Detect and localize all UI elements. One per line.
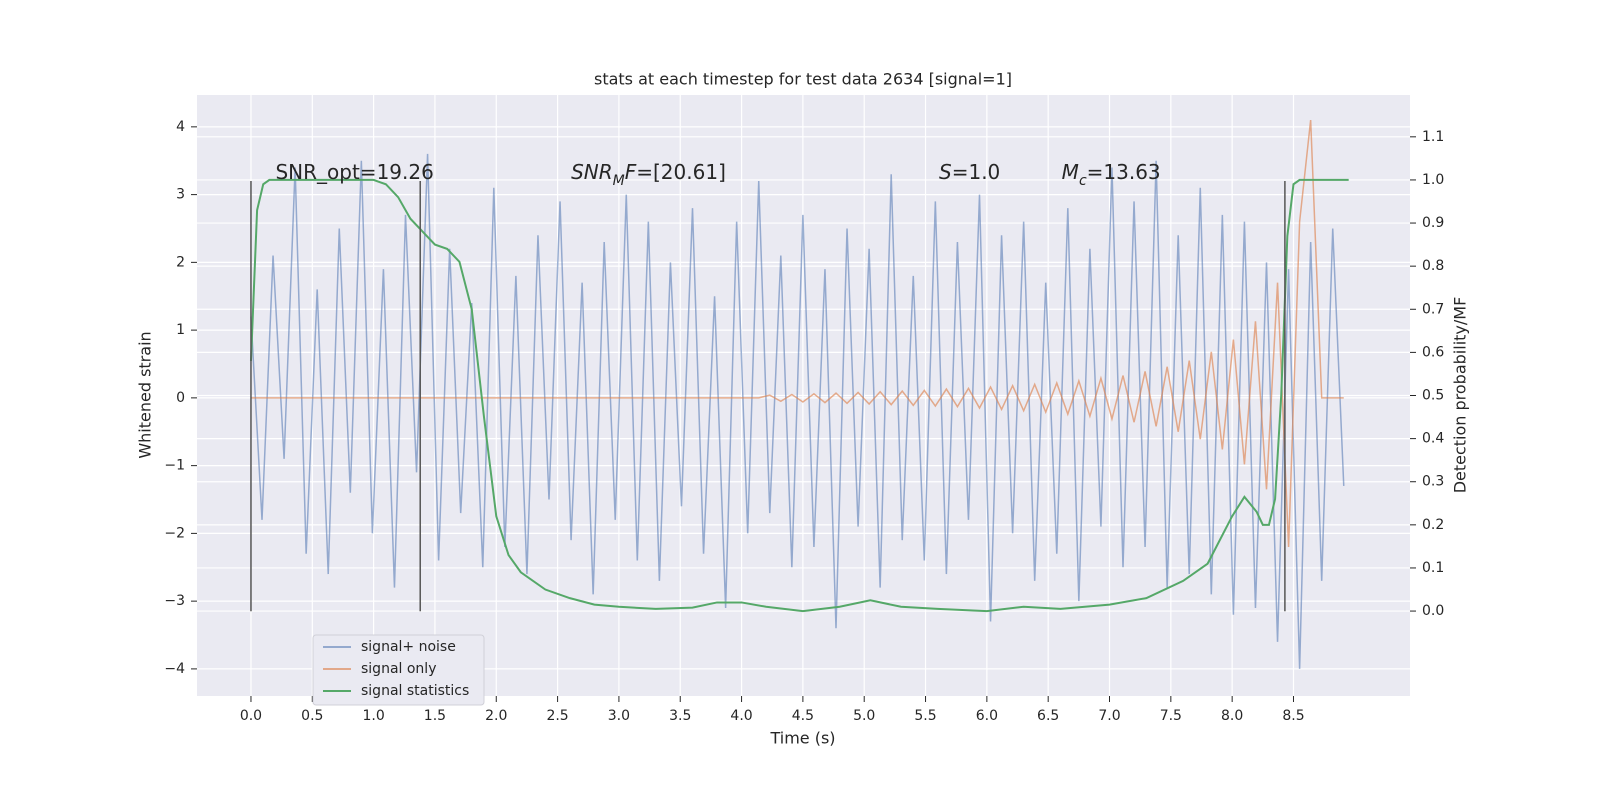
x-tick-label: 6.5 xyxy=(1037,708,1059,724)
legend-label: signal+ noise xyxy=(361,639,456,655)
annotation-part: =1.0 xyxy=(952,159,1001,183)
x-tick-label: 6.0 xyxy=(976,708,998,724)
y-tick-label: 4 xyxy=(176,119,185,135)
x-tick-label: 4.5 xyxy=(792,708,814,724)
x-tick-label: 0.0 xyxy=(240,708,262,724)
annotation-part: F xyxy=(625,159,637,183)
series-line xyxy=(249,178,1349,613)
x-tick-label: 2.5 xyxy=(546,708,568,724)
x-tick-label: 1.0 xyxy=(362,708,384,724)
x-tick-label: 7.5 xyxy=(1160,708,1182,724)
x-tick-label: 3.5 xyxy=(669,708,691,724)
y-tick-label: −2 xyxy=(164,525,185,541)
x-tick-label: 5.5 xyxy=(914,708,936,724)
series-line xyxy=(250,119,1344,547)
annotation-part: =13.63 xyxy=(1087,159,1161,183)
y-tick-label: 3 xyxy=(176,187,185,203)
y-tick-label: 0 xyxy=(176,390,185,406)
x-tick-label: 8.5 xyxy=(1282,708,1304,724)
annotation: S=1.0 xyxy=(939,159,1000,183)
y2-tick-label: 0.6 xyxy=(1422,344,1444,360)
annotation: SNRMF=[20.61] xyxy=(571,159,726,189)
annotation-part: c xyxy=(1079,173,1087,189)
annotation-part: SNR_opt=19.26 xyxy=(275,159,433,183)
annotation: SNR_opt=19.26 xyxy=(275,159,433,183)
y-tick-label: −3 xyxy=(164,593,185,609)
y2-tick-label: 1.0 xyxy=(1422,172,1444,188)
y-tick-label: −4 xyxy=(164,661,185,677)
y2-axis-label: Detection probability/MF xyxy=(1451,297,1470,494)
legend-box xyxy=(312,634,485,706)
y2-tick-label: 0.4 xyxy=(1422,431,1444,447)
y2-tick-label: 0.8 xyxy=(1422,258,1444,274)
x-tick-label: 0.5 xyxy=(301,708,323,724)
y2-tick-label: 0.3 xyxy=(1422,474,1444,490)
x-tick-label: 8.0 xyxy=(1221,708,1243,724)
x-tick-label: 2.0 xyxy=(485,708,507,724)
y2-tick-label: 1.1 xyxy=(1422,129,1444,145)
y-tick-label: −1 xyxy=(164,458,185,474)
y2-tick-label: 0.2 xyxy=(1422,517,1444,533)
x-tick-label: 7.0 xyxy=(1098,708,1120,724)
x-tick-label: 4.0 xyxy=(730,708,752,724)
x-tick-label: 5.0 xyxy=(853,708,875,724)
y-tick-label: 1 xyxy=(176,322,185,338)
y2-tick-label: 0.5 xyxy=(1422,388,1444,404)
annotation: Mc=13.63 xyxy=(1062,159,1161,189)
y-tick-label: 2 xyxy=(176,254,185,270)
y2-tick-label: 0.1 xyxy=(1422,560,1444,576)
annotation-part: M xyxy=(1062,159,1079,183)
x-tick-label: 1.5 xyxy=(424,708,446,724)
y-axis-label: Whitened strain xyxy=(136,331,155,458)
chart-title: stats at each timestep for test data 263… xyxy=(594,70,1012,89)
annotation-part: =[20.61] xyxy=(636,159,726,183)
legend-label: signal only xyxy=(361,661,436,677)
legend-label: signal statistics xyxy=(361,683,469,699)
annotation-part: SNR xyxy=(571,159,613,183)
annotation-part: M xyxy=(613,173,625,189)
x-axis-label: Time (s) xyxy=(769,729,835,748)
y2-tick-label: 0.9 xyxy=(1422,215,1444,231)
y2-tick-label: 0.7 xyxy=(1422,301,1444,317)
x-tick-label: 3.0 xyxy=(608,708,630,724)
annotation-part: S xyxy=(939,159,952,183)
y2-tick-label: 0.0 xyxy=(1422,603,1444,619)
series-line xyxy=(250,153,1345,669)
